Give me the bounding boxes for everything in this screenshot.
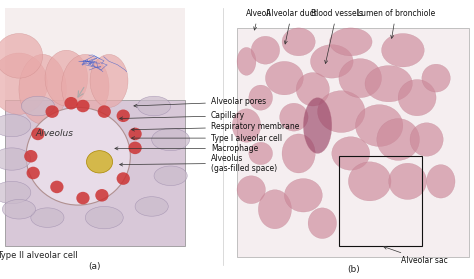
- Ellipse shape: [27, 167, 40, 179]
- Circle shape: [85, 206, 123, 229]
- Text: Alveolus
(gas-filled space): Alveolus (gas-filled space): [119, 153, 277, 173]
- Text: Type I alveolar cell: Type I alveolar cell: [132, 134, 282, 143]
- Ellipse shape: [284, 179, 322, 212]
- Text: Alveolar pores: Alveolar pores: [134, 97, 266, 107]
- Ellipse shape: [377, 119, 419, 160]
- Text: Blood vessels: Blood vessels: [310, 9, 363, 64]
- Ellipse shape: [0, 53, 47, 114]
- Ellipse shape: [24, 150, 37, 162]
- Circle shape: [152, 128, 190, 151]
- Ellipse shape: [332, 137, 370, 170]
- Ellipse shape: [422, 64, 450, 92]
- Text: (b): (b): [347, 265, 359, 274]
- Ellipse shape: [64, 97, 78, 109]
- Ellipse shape: [251, 36, 280, 64]
- Text: Alveoli: Alveoli: [246, 9, 271, 30]
- Text: Alveolar sac: Alveolar sac: [384, 246, 447, 265]
- Ellipse shape: [398, 80, 436, 116]
- Ellipse shape: [237, 47, 256, 75]
- Ellipse shape: [303, 98, 332, 153]
- Bar: [339, 156, 422, 246]
- Bar: [237, 28, 469, 257]
- Text: Alveolar duct: Alveolar duct: [266, 9, 317, 44]
- Ellipse shape: [237, 176, 265, 204]
- Text: Macrophage: Macrophage: [115, 144, 258, 153]
- Ellipse shape: [348, 162, 391, 201]
- Ellipse shape: [46, 105, 59, 118]
- Ellipse shape: [249, 85, 273, 110]
- Ellipse shape: [31, 128, 45, 140]
- Text: Type II alveolar cell: Type II alveolar cell: [0, 251, 78, 260]
- Ellipse shape: [308, 208, 337, 239]
- Ellipse shape: [19, 54, 66, 124]
- Ellipse shape: [95, 189, 109, 201]
- Ellipse shape: [0, 33, 43, 78]
- Ellipse shape: [310, 45, 353, 78]
- Text: Alveolus: Alveolus: [36, 129, 73, 138]
- Ellipse shape: [76, 192, 90, 204]
- Circle shape: [0, 148, 31, 170]
- Text: Respiratory membrane: Respiratory membrane: [131, 122, 299, 131]
- Bar: [5, 100, 185, 246]
- Ellipse shape: [232, 109, 261, 142]
- Circle shape: [31, 208, 64, 227]
- Ellipse shape: [90, 54, 128, 107]
- Circle shape: [137, 96, 171, 116]
- Ellipse shape: [128, 128, 142, 140]
- Circle shape: [21, 96, 55, 116]
- Text: Capillary: Capillary: [119, 111, 245, 120]
- Ellipse shape: [365, 66, 412, 102]
- Ellipse shape: [329, 28, 372, 56]
- Circle shape: [154, 166, 187, 186]
- Ellipse shape: [282, 134, 315, 173]
- Ellipse shape: [50, 181, 64, 193]
- Ellipse shape: [265, 61, 303, 95]
- Bar: [5, 8, 185, 100]
- Ellipse shape: [128, 142, 142, 154]
- Ellipse shape: [76, 100, 90, 112]
- Circle shape: [0, 181, 31, 204]
- Ellipse shape: [62, 54, 109, 119]
- Ellipse shape: [339, 59, 382, 98]
- Ellipse shape: [45, 50, 88, 106]
- Ellipse shape: [282, 28, 315, 56]
- Ellipse shape: [427, 165, 455, 198]
- Ellipse shape: [98, 105, 111, 118]
- Ellipse shape: [249, 142, 273, 165]
- Circle shape: [0, 114, 31, 137]
- Ellipse shape: [296, 73, 329, 106]
- Text: (a): (a): [89, 262, 101, 271]
- Circle shape: [2, 199, 36, 219]
- Ellipse shape: [389, 163, 427, 199]
- Circle shape: [135, 197, 168, 216]
- Ellipse shape: [410, 123, 443, 156]
- Ellipse shape: [382, 33, 424, 67]
- Ellipse shape: [258, 190, 292, 229]
- Text: Lumen of bronchiole: Lumen of bronchiole: [356, 9, 435, 38]
- Ellipse shape: [280, 103, 308, 131]
- Ellipse shape: [117, 172, 130, 185]
- Ellipse shape: [356, 105, 403, 146]
- Ellipse shape: [318, 91, 365, 133]
- Ellipse shape: [117, 109, 130, 122]
- Ellipse shape: [86, 151, 112, 173]
- Ellipse shape: [26, 107, 130, 205]
